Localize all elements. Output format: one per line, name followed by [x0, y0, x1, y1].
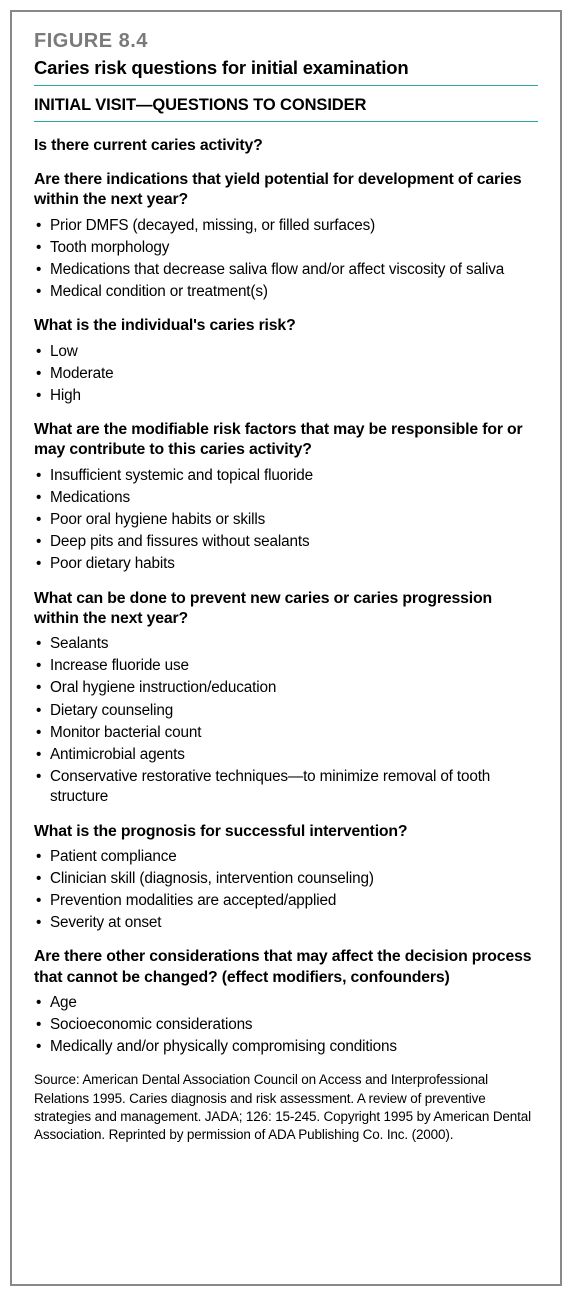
list-item: Patient compliance [34, 847, 538, 867]
question-4-list: Sealants Increase fluoride use Oral hygi… [34, 634, 538, 808]
question-3: What are the modifiable risk factors tha… [34, 420, 538, 460]
list-item: Medical condition or treatment(s) [34, 282, 538, 302]
question-5-list: Patient compliance Clinician skill (diag… [34, 847, 538, 934]
list-item: Tooth morphology [34, 238, 538, 258]
question-5: What is the prognosis for successful int… [34, 822, 538, 842]
list-item: Poor dietary habits [34, 554, 538, 574]
section-heading: INITIAL VISIT—QUESTIONS TO CONSIDER [34, 96, 538, 122]
list-item: High [34, 386, 538, 406]
list-item: Poor oral hygiene habits or skills [34, 510, 538, 530]
list-item: Socioeconomic considerations [34, 1015, 538, 1035]
question-1: Are there indications that yield potenti… [34, 170, 538, 210]
question-0: Is there current caries activity? [34, 136, 538, 156]
figure-box: FIGURE 8.4 Caries risk questions for ini… [10, 10, 562, 1286]
list-item: Medically and/or physically compromising… [34, 1037, 538, 1057]
list-item: Sealants [34, 634, 538, 654]
list-item: Dietary counseling [34, 701, 538, 721]
list-item: Clinician skill (diagnosis, intervention… [34, 869, 538, 889]
list-item: Prevention modalities are accepted/appli… [34, 891, 538, 911]
list-item: Low [34, 342, 538, 362]
list-item: Antimicrobial agents [34, 745, 538, 765]
list-item: Medications that decrease saliva flow an… [34, 260, 538, 280]
list-item: Oral hygiene instruction/education [34, 678, 538, 698]
question-1-list: Prior DMFS (decayed, missing, or filled … [34, 216, 538, 303]
list-item: Increase fluoride use [34, 656, 538, 676]
list-item: Conservative restorative techniques—to m… [34, 767, 538, 807]
list-item: Deep pits and fissures without sealants [34, 532, 538, 552]
figure-label: FIGURE 8.4 [34, 30, 538, 53]
list-item: Insufficient systemic and topical fluori… [34, 466, 538, 486]
list-item: Severity at onset [34, 913, 538, 933]
figure-title: Caries risk questions for initial examin… [34, 57, 538, 86]
question-6: Are there other considerations that may … [34, 947, 538, 987]
question-6-list: Age Socioeconomic considerations Medical… [34, 993, 538, 1058]
list-item: Age [34, 993, 538, 1013]
question-2-list: Low Moderate High [34, 342, 538, 407]
list-item: Prior DMFS (decayed, missing, or filled … [34, 216, 538, 236]
list-item: Medications [34, 488, 538, 508]
list-item: Moderate [34, 364, 538, 384]
source-citation: Source: American Dental Association Coun… [34, 1071, 538, 1144]
question-2: What is the individual's caries risk? [34, 316, 538, 336]
list-item: Monitor bacterial count [34, 723, 538, 743]
question-3-list: Insufficient systemic and topical fluori… [34, 466, 538, 575]
question-4: What can be done to prevent new caries o… [34, 589, 538, 629]
